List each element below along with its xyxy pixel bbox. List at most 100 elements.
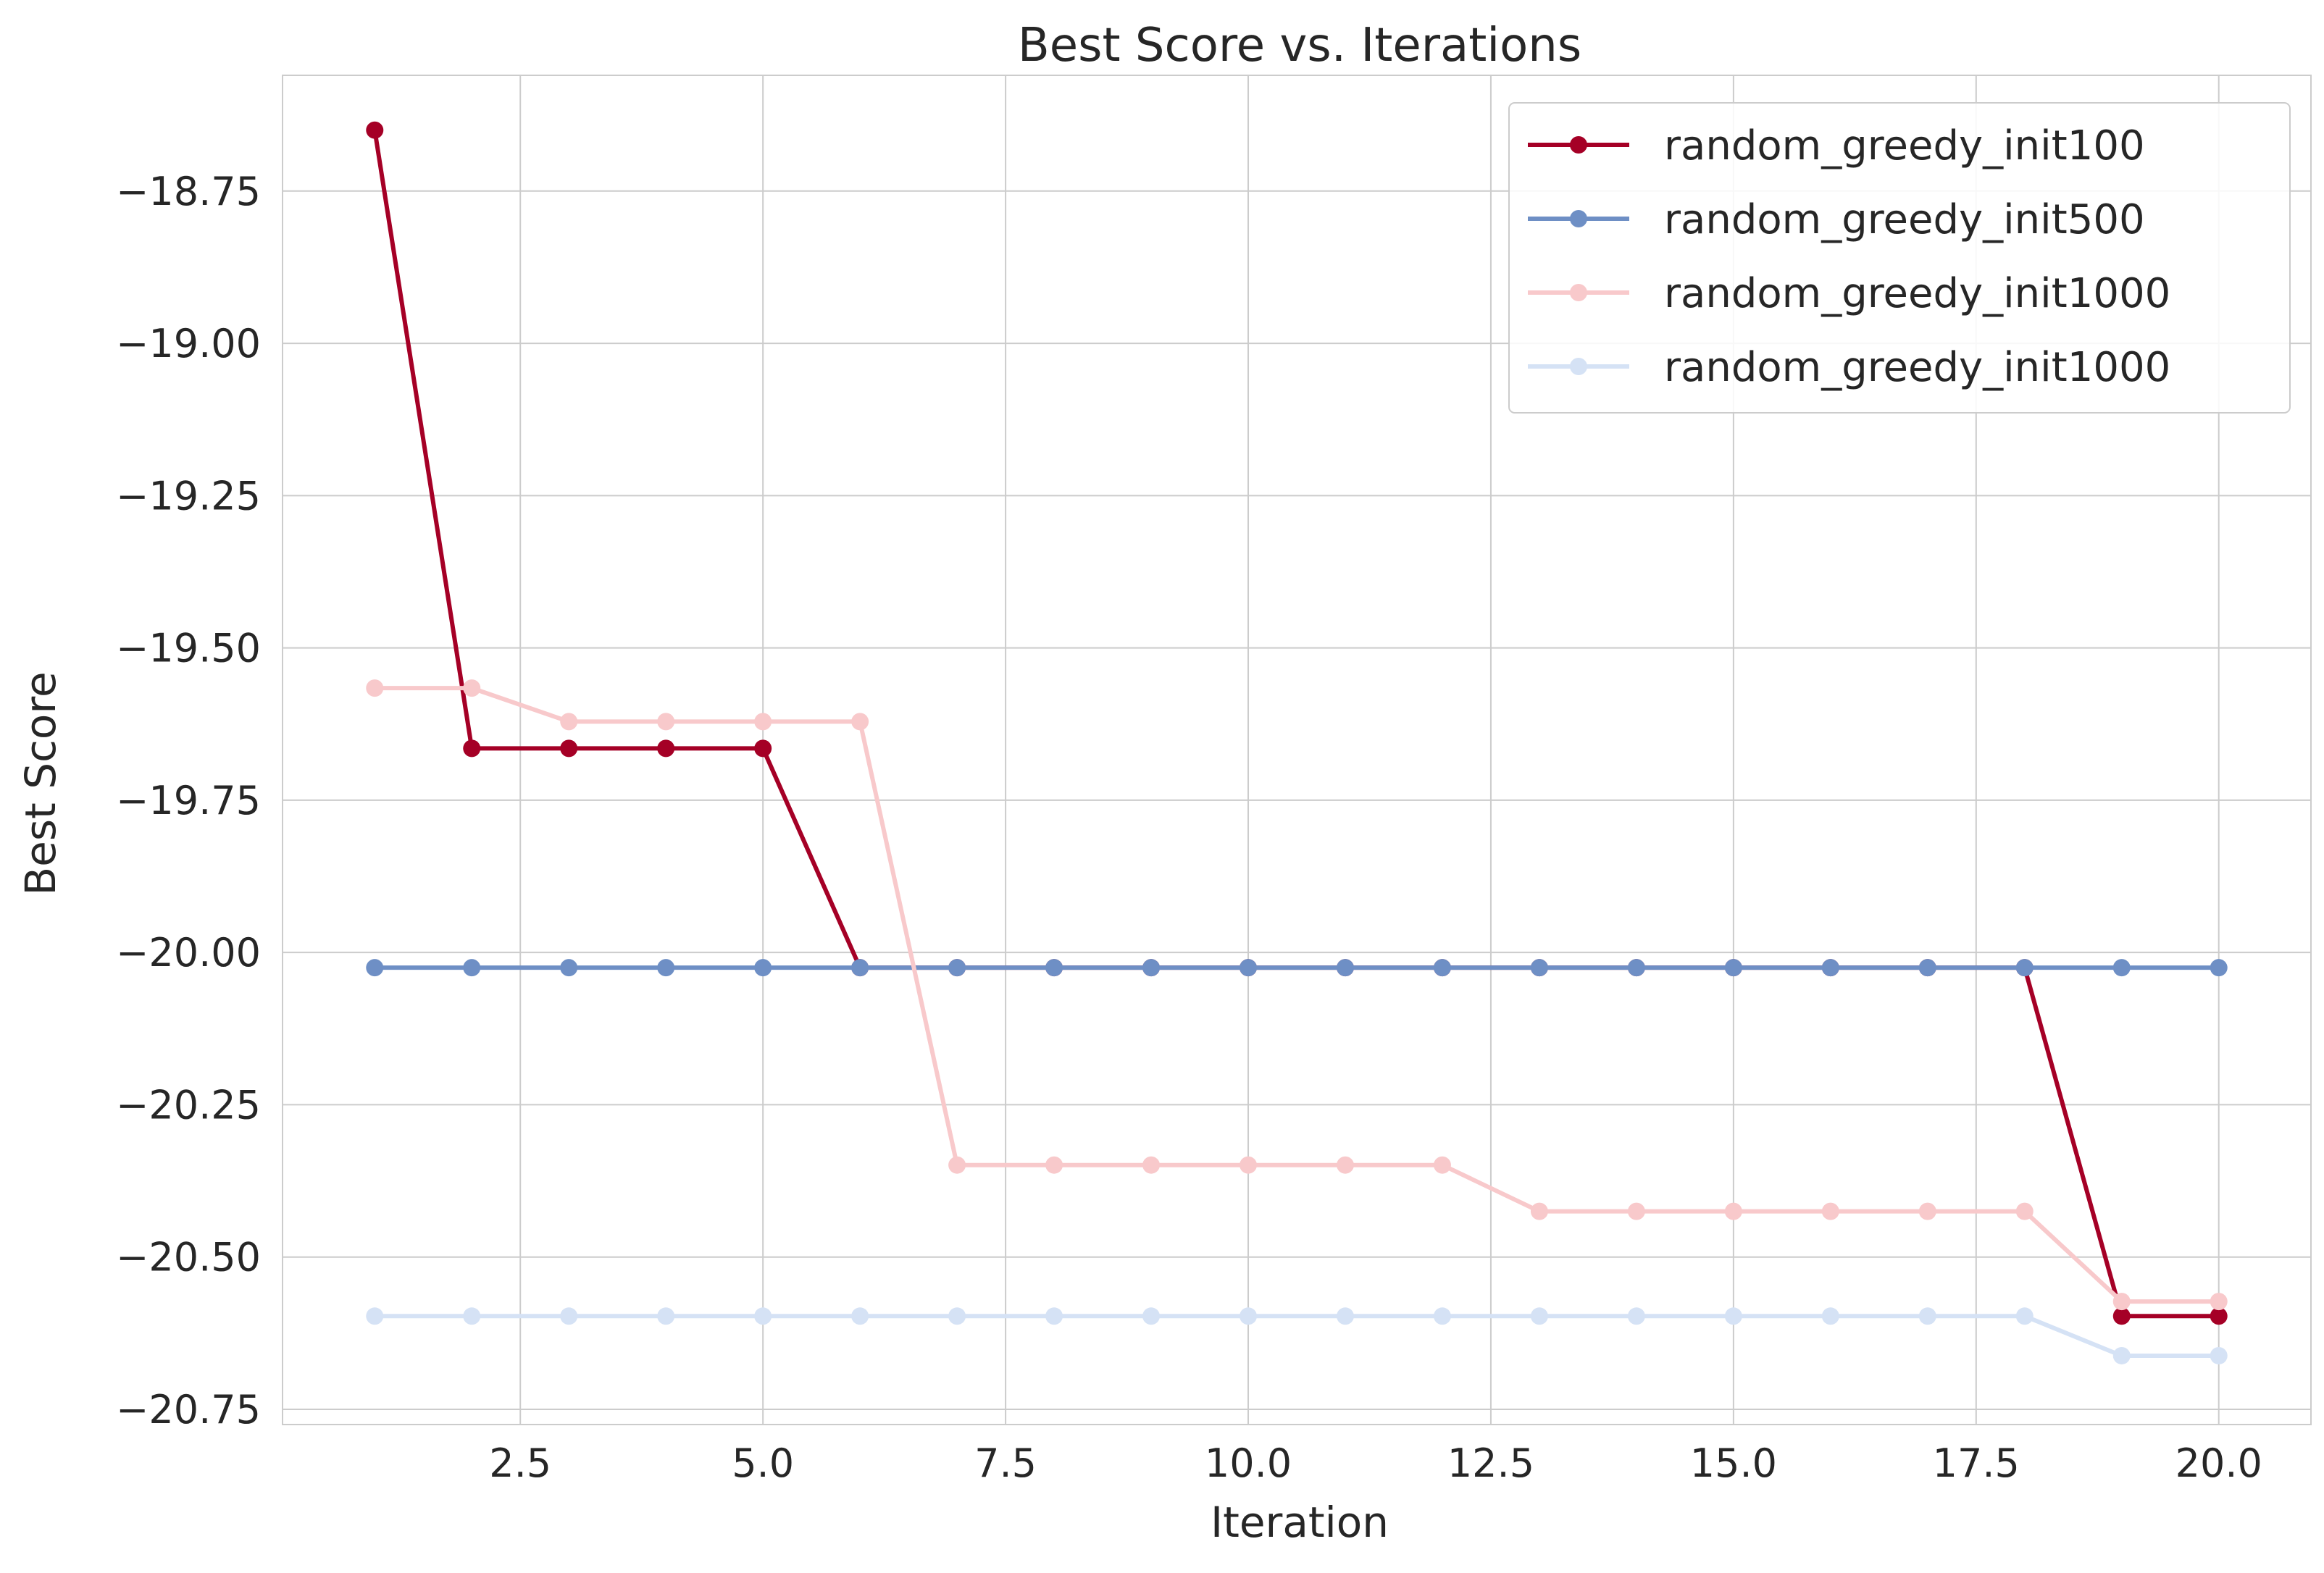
series-point xyxy=(1821,959,1839,977)
series-point xyxy=(1336,1307,1354,1325)
series-point xyxy=(1627,1307,1645,1325)
y-tick-label: −19.50 xyxy=(116,626,261,671)
series-point xyxy=(2015,1307,2034,1325)
series-point xyxy=(1045,959,1063,977)
series-point xyxy=(366,1307,384,1325)
series-point xyxy=(1627,959,1645,977)
series-point xyxy=(754,959,772,977)
legend-item: random_greedy_init1000 xyxy=(1528,344,2170,391)
x-tick-label: 7.5 xyxy=(974,1440,1037,1486)
series-point xyxy=(754,739,772,758)
y-tick-label: −19.25 xyxy=(116,473,261,519)
series-point xyxy=(463,739,481,758)
x-tick-label: 12.5 xyxy=(1447,1440,1534,1486)
legend-item: random_greedy_init500 xyxy=(1528,196,2145,243)
y-tick-label: −20.25 xyxy=(116,1082,261,1128)
plot-area-frame xyxy=(282,75,2312,1425)
series-point xyxy=(1918,1202,1936,1220)
series-point xyxy=(2112,1346,2131,1364)
series-point xyxy=(1433,1307,1451,1325)
series-point xyxy=(1724,1307,1742,1325)
x-tick-labels: 2.5 5.0 7.5 10.0 12.5 15.0 17.5 20.0 xyxy=(489,1440,2262,1486)
x-axis-label: Iteration xyxy=(1211,1498,1389,1547)
series-point xyxy=(1433,1156,1451,1174)
series-point xyxy=(1433,959,1451,977)
series-point xyxy=(1918,959,1936,977)
series-group xyxy=(366,121,2228,1364)
series-point xyxy=(754,1307,772,1325)
series-point xyxy=(2112,959,2131,977)
series-point xyxy=(1821,1307,1839,1325)
series-point xyxy=(2210,1346,2228,1364)
series-point xyxy=(948,1156,966,1174)
y-tick-label: −20.00 xyxy=(116,930,261,976)
series-point xyxy=(2112,1293,2131,1311)
legend-label: random_greedy_init1000 xyxy=(1664,344,2170,391)
series-point xyxy=(2015,959,2034,977)
x-tick-label: 15.0 xyxy=(1690,1440,1777,1486)
x-tick-label: 10.0 xyxy=(1205,1440,1292,1486)
series-point xyxy=(948,959,966,977)
series-point xyxy=(1724,1202,1742,1220)
series-point xyxy=(1821,1202,1839,1220)
legend-label: random_greedy_init1000 xyxy=(1664,270,2170,317)
legend-label: random_greedy_init500 xyxy=(1664,196,2145,243)
series-point xyxy=(366,679,384,697)
legend-box xyxy=(1508,102,2291,414)
x-tick-label: 17.5 xyxy=(1933,1440,2020,1486)
series-point xyxy=(2210,1307,2228,1325)
y-tick-label: −19.75 xyxy=(116,778,261,823)
series-point xyxy=(560,739,578,758)
x-tick-label: 20.0 xyxy=(2175,1440,2262,1486)
series-point xyxy=(366,121,384,139)
series-point xyxy=(657,713,675,731)
y-axis-label: Best Score xyxy=(16,671,65,895)
legend-marker xyxy=(1570,284,1587,301)
series-point xyxy=(463,679,481,697)
series-point xyxy=(366,959,384,977)
series-point xyxy=(1142,959,1161,977)
series-point xyxy=(1918,1307,1936,1325)
series-point xyxy=(1142,1307,1161,1325)
series-point xyxy=(657,1307,675,1325)
x-tick-label: 5.0 xyxy=(732,1440,794,1486)
legend-label: random_greedy_init100 xyxy=(1664,122,2145,169)
series-point xyxy=(851,713,869,731)
legend: random_greedy_init100 random_greedy_init5… xyxy=(1508,102,2291,414)
series-3 xyxy=(366,679,2228,1311)
legend-item: random_greedy_init1000 xyxy=(1528,270,2170,317)
series-point xyxy=(1530,1307,1548,1325)
series-line xyxy=(372,1314,2221,1358)
legend-marker xyxy=(1570,210,1587,227)
y-tick-label: −19.00 xyxy=(116,321,261,366)
series-point xyxy=(2210,959,2228,977)
series-point xyxy=(1045,1307,1063,1325)
series-point xyxy=(560,1307,578,1325)
series-point xyxy=(1336,959,1354,977)
series-point xyxy=(657,959,675,977)
legend-item: random_greedy_init100 xyxy=(1528,122,2145,169)
series-point xyxy=(1045,1156,1063,1174)
series-point xyxy=(1142,1156,1161,1174)
series-point xyxy=(851,959,869,977)
series-point xyxy=(560,713,578,731)
series-point xyxy=(1530,959,1548,977)
y-tick-label: −20.50 xyxy=(116,1235,261,1280)
series-point xyxy=(1240,1307,1258,1325)
series-line xyxy=(372,686,2221,1304)
legend-marker xyxy=(1570,136,1587,154)
series-point xyxy=(1240,959,1258,977)
y-tick-label: −18.75 xyxy=(116,169,261,214)
series-point xyxy=(1336,1156,1354,1174)
legend-marker xyxy=(1570,358,1587,375)
series-point xyxy=(657,739,675,758)
series-point xyxy=(2112,1307,2131,1325)
series-2 xyxy=(366,959,2228,977)
series-point xyxy=(1240,1156,1258,1174)
x-tick-label: 2.5 xyxy=(489,1440,551,1486)
series-point xyxy=(1627,1202,1645,1220)
series-4 xyxy=(366,1307,2228,1364)
series-point xyxy=(948,1307,966,1325)
series-point xyxy=(754,713,772,731)
